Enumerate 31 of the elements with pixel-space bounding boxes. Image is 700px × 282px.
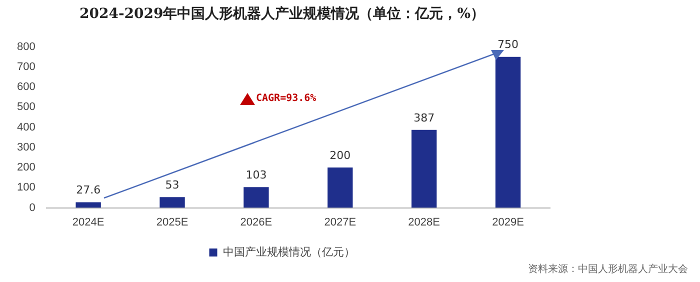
y-tick-label: 500 (16, 101, 36, 114)
x-tick-label: 2024E (72, 216, 104, 228)
y-tick-label: 400 (16, 121, 36, 134)
y-tick-label: 600 (16, 81, 36, 94)
x-tick-label: 2025E (156, 216, 188, 228)
text: 资料来源：中国人形机器人产业大会 (528, 262, 688, 276)
y-tick-label: 200 (16, 162, 36, 174)
y-tick-label: 800 (16, 40, 36, 53)
data-label: 200 (330, 148, 351, 162)
bar (76, 202, 101, 208)
bar (495, 56, 521, 208)
bar (160, 197, 185, 208)
x-tick-label: 2028E (408, 216, 440, 228)
x-tick-label: 2029E (492, 216, 524, 228)
bar (244, 187, 269, 208)
data-label: 750 (498, 38, 519, 52)
bar (328, 168, 353, 208)
legend-label: 中国产业规模情况（亿元） (222, 246, 355, 259)
annotation: CAGR=93.6% (256, 93, 316, 104)
bar (411, 130, 437, 208)
data-label: 103 (246, 168, 267, 182)
x-tick-label: 2026E (240, 216, 272, 228)
data-label: 387 (414, 111, 435, 124)
y-tick-label: 700 (16, 60, 36, 73)
y-tick-label: 100 (16, 182, 36, 194)
data-label: 53 (165, 178, 180, 192)
chart-title: 2024-2029年中国人形机器人产业规模情况（单位：亿元，%） (79, 5, 485, 22)
y-tick-label: 300 (16, 141, 36, 154)
data-label: 27.6 (76, 184, 101, 197)
x-tick-label: 2027E (324, 216, 356, 228)
y-tick-label: 0 (29, 202, 36, 214)
